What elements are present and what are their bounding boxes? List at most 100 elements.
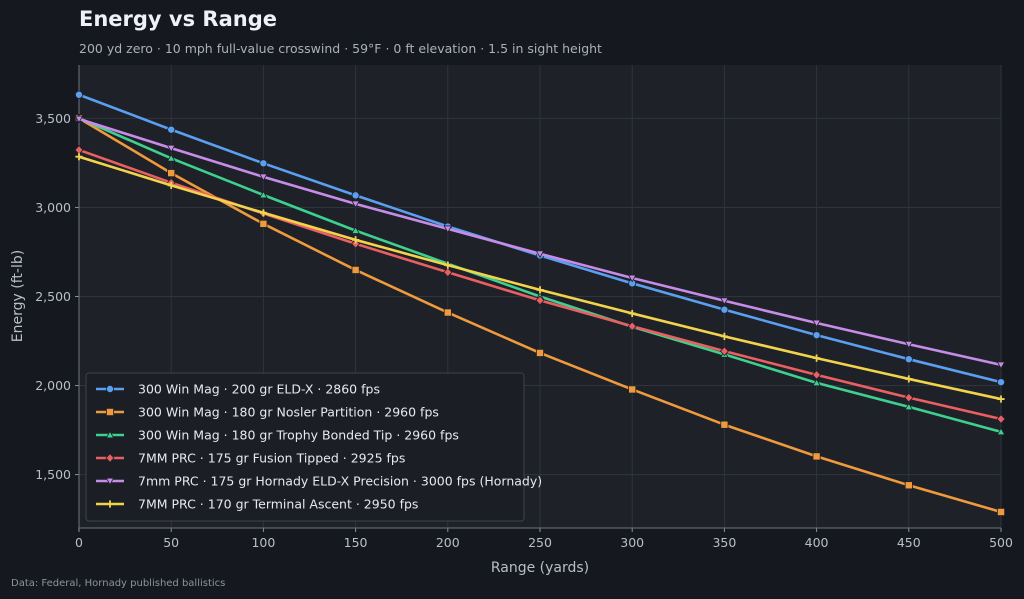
x-tick-label: 150 (344, 535, 368, 550)
legend-item: 300 Win Mag · 200 gr ELD-X · 2860 fps (96, 382, 380, 397)
axes: 0 50 100 150 200 250 300 350 400 450 500 1,500 2,000… (35, 65, 1013, 550)
legend-item: 300 Win Mag · 180 gr Nosler Partition · … (96, 405, 439, 420)
data-point (259, 219, 268, 228)
data-point (812, 331, 821, 340)
legend-item: 7MM PRC · 175 gr Fusion Tipped · 2925 fp… (96, 451, 405, 466)
data-point (997, 395, 1005, 403)
x-tick-label: 500 (989, 535, 1013, 550)
chart-title: Energy vs Range (79, 7, 277, 31)
data-point (166, 153, 176, 162)
data-point (167, 125, 176, 134)
x-tick-label: 200 (436, 535, 460, 550)
data-point (351, 265, 360, 274)
legend-marker (106, 384, 115, 393)
data-point (535, 250, 545, 259)
legend-item: 7mm PRC · 175 gr Hornady ELD-X Precision… (96, 474, 542, 489)
x-tick-label: 0 (75, 535, 83, 550)
data-point (996, 427, 1006, 436)
x-tick-label: 100 (251, 535, 275, 550)
legend-item: 300 Win Mag · 180 gr Trophy Bonded Tip ·… (96, 428, 459, 443)
x-axis-label: Range (yards) (491, 560, 589, 576)
data-point (812, 378, 821, 387)
legend-label: 300 Win Mag · 180 gr Nosler Partition · … (138, 405, 439, 420)
data-point (996, 414, 1006, 424)
legend-marker (105, 453, 115, 463)
y-axis-label: Energy (ft-lb) (10, 250, 26, 342)
data-point (996, 361, 1006, 370)
legend-label: 7MM PRC · 170 gr Terminal Ascent · 2950 … (138, 497, 418, 512)
legend-marker (105, 477, 115, 486)
y-tick-label: 3,500 (35, 111, 71, 126)
data-point (997, 378, 1006, 387)
data-point (259, 159, 268, 168)
data-point (536, 348, 545, 357)
data-point (535, 295, 545, 306)
data-point (812, 369, 822, 380)
legend: 300 Win Mag · 200 gr ELD-X · 2860 fps 300… (85, 372, 542, 522)
data-point (905, 375, 913, 383)
data-point (259, 190, 268, 199)
data-point (997, 507, 1006, 516)
data-point (536, 286, 544, 294)
chart-subtitle: 200 yd zero · 10 mph full-value crosswin… (79, 41, 602, 56)
x-tick-label: 400 (805, 535, 829, 550)
data-point (627, 274, 637, 283)
legend-label: 7MM PRC · 175 gr Fusion Tipped · 2925 fp… (138, 451, 405, 466)
data-point (720, 332, 728, 340)
series-4 (74, 115, 1006, 370)
data-point (720, 420, 729, 429)
data-point (812, 452, 821, 461)
data-point (444, 261, 452, 269)
data-point (904, 355, 913, 364)
data-point (166, 144, 176, 153)
data-point (259, 173, 268, 182)
data-source-note: Data: Federal, Hornady published ballist… (11, 578, 226, 589)
legend-marker (105, 430, 115, 439)
y-tick-label: 3,000 (35, 200, 71, 215)
data-point (167, 181, 175, 189)
data-point (904, 481, 913, 490)
legend-marker (106, 500, 114, 508)
data-point (443, 225, 453, 234)
data-point (904, 392, 914, 403)
x-tick-label: 300 (620, 535, 644, 550)
legend-item: 7MM PRC · 170 gr Terminal Ascent · 2950 … (96, 497, 418, 512)
y-tick-label: 1,500 (35, 467, 71, 482)
data-point (443, 308, 452, 317)
data-point (167, 169, 176, 178)
legend-label: 7mm PRC · 175 gr Hornady ELD-X Precision… (138, 474, 542, 489)
data-point (351, 200, 360, 209)
series-5 (75, 153, 1005, 403)
data-point (813, 354, 821, 362)
data-point (904, 402, 914, 411)
data-point (351, 191, 360, 200)
series-layer (74, 90, 1006, 516)
data-point (259, 209, 267, 217)
y-tick-label: 2,000 (35, 378, 71, 393)
legend-label: 300 Win Mag · 180 gr Trophy Bonded Tip ·… (138, 428, 459, 443)
legend-box (85, 372, 525, 522)
legend-marker (106, 407, 115, 416)
data-point (719, 346, 729, 357)
data-point (75, 90, 84, 99)
data-point (75, 153, 83, 161)
legend-label: 300 Win Mag · 200 gr ELD-X · 2860 fps (138, 382, 380, 397)
x-tick-label: 50 (163, 535, 179, 550)
x-tick-label: 250 (528, 535, 552, 550)
data-point (74, 115, 84, 124)
data-point (627, 321, 637, 332)
data-point (351, 226, 360, 234)
data-point (904, 340, 914, 349)
data-point (352, 236, 360, 244)
data-point (628, 385, 637, 394)
x-tick-label: 350 (712, 535, 736, 550)
y-tick-label: 2,500 (35, 289, 71, 304)
data-point (720, 297, 729, 306)
data-point (351, 238, 361, 249)
data-point (812, 319, 821, 328)
data-point (443, 267, 453, 278)
data-point (720, 305, 729, 314)
x-tick-label: 450 (897, 535, 921, 550)
data-point (628, 309, 636, 318)
